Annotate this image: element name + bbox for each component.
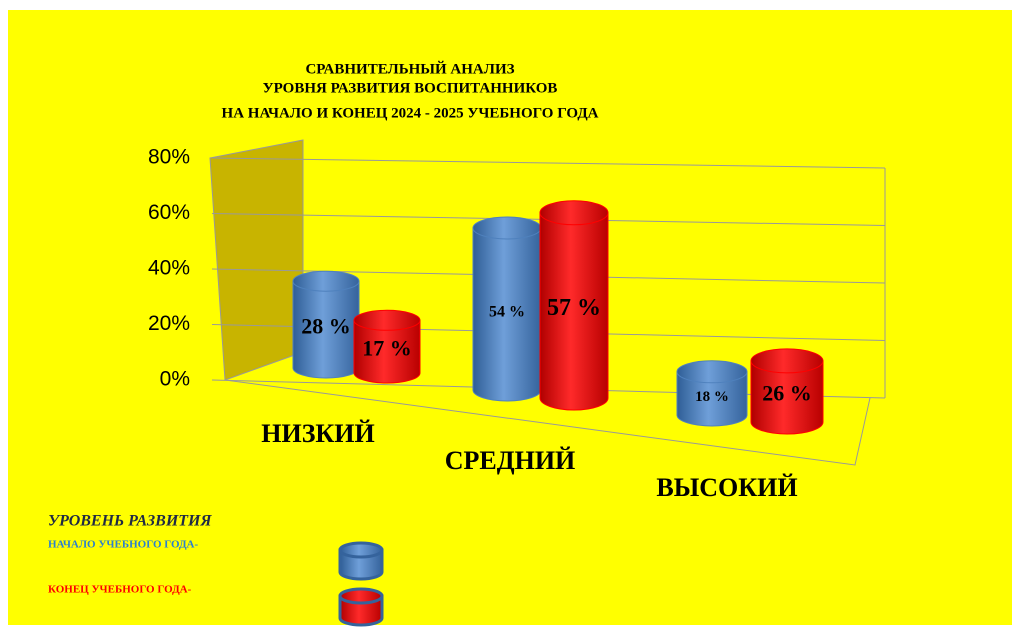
bar-top bbox=[292, 270, 360, 292]
bar bbox=[750, 360, 824, 435]
x-tick-label: ВЫСОКИЙ bbox=[656, 473, 797, 502]
bar-top bbox=[750, 348, 824, 374]
side-wall bbox=[209, 139, 304, 381]
bar-top bbox=[472, 216, 542, 240]
x-tick-label: НИЗКИЙ bbox=[261, 419, 374, 448]
y-tick-label: 60% bbox=[148, 201, 190, 224]
value-label: 26 % bbox=[762, 380, 812, 405]
y-tick-label: 80% bbox=[148, 146, 190, 169]
legend-label: НАЧАЛО УЧЕБНОГО ГОДА- bbox=[48, 539, 198, 551]
bar bbox=[539, 212, 609, 411]
y-tick-label: 40% bbox=[148, 257, 190, 280]
value-label: 28 % bbox=[301, 314, 351, 339]
value-label: 18 % bbox=[695, 389, 729, 405]
value-label: 54 % bbox=[489, 304, 525, 321]
y-tick-label: 0% bbox=[160, 368, 190, 391]
x-tick-label: СРЕДНИЙ bbox=[445, 446, 576, 475]
value-label: 57 % bbox=[547, 295, 601, 321]
y-tick-label: 20% bbox=[148, 312, 190, 335]
legend-label: КОНЕЦ УЧЕБНОГО ГОДА- bbox=[48, 584, 192, 596]
bar-top bbox=[676, 360, 748, 384]
legend-swatch-top bbox=[338, 587, 384, 605]
bar bbox=[676, 371, 748, 427]
bar-top bbox=[539, 200, 609, 226]
chart-title: УРОВНЯ РАЗВИТИЯ ВОСПИТАННИКОВ bbox=[263, 80, 558, 96]
grid-line bbox=[211, 157, 886, 169]
legend-swatch-top bbox=[338, 541, 384, 559]
value-label: 17 % bbox=[362, 336, 412, 361]
floor-edge bbox=[224, 379, 871, 466]
bar-top bbox=[353, 309, 421, 331]
bar bbox=[353, 319, 421, 384]
chart-title: НА НАЧАЛО И КОНЕЦ 2024 - 2025 УЧЕБНОГО Г… bbox=[222, 105, 599, 121]
chart-title: СРАВНИТЕЛЬНЫЙ АНАЛИЗ bbox=[305, 60, 514, 77]
legend-title: УРОВЕНЬ РАЗВИТИЯ bbox=[48, 513, 212, 530]
